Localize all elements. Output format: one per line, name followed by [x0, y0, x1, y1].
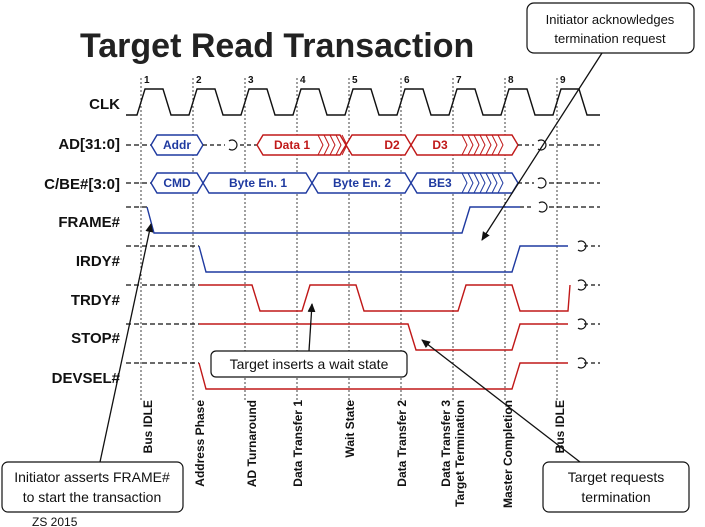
callout-text: termination request	[554, 31, 666, 46]
devsel-signal	[126, 357, 600, 390]
callout-initiator-frame: Initiator asserts FRAME# to start the tr…	[1, 223, 184, 513]
ad-d2-label: D2	[384, 138, 400, 152]
phase-label: Bus IDLE	[141, 400, 155, 453]
signal-label-devsel: DEVSEL#	[52, 370, 121, 387]
signal-label-trdy: TRDY#	[71, 292, 121, 309]
frame-signal	[126, 201, 600, 234]
cbe-bus: CMD Byte En. 1 Byte En. 2 BE3	[126, 172, 600, 194]
cycle-number: 2	[196, 75, 202, 86]
signal-label-stop: STOP#	[71, 330, 121, 347]
irdy-signal	[126, 240, 600, 273]
clk-waveform	[126, 88, 600, 116]
phase-label: Bus IDLE	[553, 400, 567, 453]
cycle-number: 6	[404, 75, 410, 86]
phase-label: Address Phase	[193, 400, 207, 487]
cbe-be1-label: Byte En. 1	[229, 176, 287, 190]
callout-text: Target requests	[568, 469, 665, 485]
signal-label-clk: CLK	[89, 96, 120, 113]
footer-text: ZS 2015	[32, 515, 78, 527]
callout-text: Initiator asserts FRAME#	[14, 469, 170, 485]
phase-label: AD Turnaround	[245, 400, 259, 487]
callout-text: termination	[581, 489, 650, 505]
phase-label: Wait State	[343, 400, 357, 458]
signal-label-frame: FRAME#	[58, 214, 120, 231]
signal-label-cbe: C/BE#[3:0]	[44, 176, 120, 193]
cbe-be3-label: BE3	[428, 176, 452, 190]
cycle-number: 3	[248, 75, 254, 86]
phase-label: Data Transfer 3	[439, 400, 453, 487]
signal-labels: CLK AD[31:0] C/BE#[3:0] FRAME# IRDY# TRD…	[44, 96, 121, 387]
cycle-number: 7	[456, 75, 462, 86]
diagram-title: Target Read Transaction	[80, 27, 474, 65]
signal-label-ad: AD[31:0]	[58, 136, 120, 153]
trdy-signal	[126, 279, 600, 312]
cycle-number: 1	[144, 75, 150, 86]
callout-text: Target inserts a wait state	[230, 356, 389, 372]
stop-signal	[126, 318, 600, 351]
ad-bus: Addr Data 1 D2 D3	[126, 134, 600, 156]
callout-initiator-acknowledges: Initiator acknowledges termination reque…	[481, 2, 695, 241]
callout-target-termination: Target requests termination	[421, 339, 690, 513]
signal-label-irdy: IRDY#	[76, 253, 121, 270]
ad-data1-label: Data 1	[274, 138, 310, 152]
ad-addr-label: Addr	[163, 138, 191, 152]
phase-label: Data Transfer 1	[291, 400, 305, 487]
callout-text: to start the transaction	[23, 489, 162, 505]
phase-label: Data Transfer 2	[395, 400, 409, 487]
callout-wait-state: Target inserts a wait state	[210, 303, 408, 378]
cbe-cmd-label: CMD	[163, 176, 191, 190]
phase-label: Target Termination	[453, 400, 467, 507]
ad-d3-label: D3	[432, 138, 448, 152]
cycle-number: 9	[560, 75, 566, 86]
cycle-number: 5	[352, 75, 358, 86]
cbe-be2-label: Byte En. 2	[333, 176, 391, 190]
turnaround-icon	[228, 139, 238, 151]
cycle-gridlines	[140, 78, 558, 400]
callout-text: Initiator acknowledges	[546, 12, 675, 27]
cycle-number: 8	[508, 75, 514, 86]
cycle-number: 4	[300, 75, 306, 86]
cycle-numbers: 1 2 3 4 5 6 7 8 9	[144, 75, 566, 86]
phase-labels: Bus IDLE Address Phase AD Turnaround Dat…	[141, 400, 567, 508]
phase-label: Master Completion	[501, 400, 515, 508]
